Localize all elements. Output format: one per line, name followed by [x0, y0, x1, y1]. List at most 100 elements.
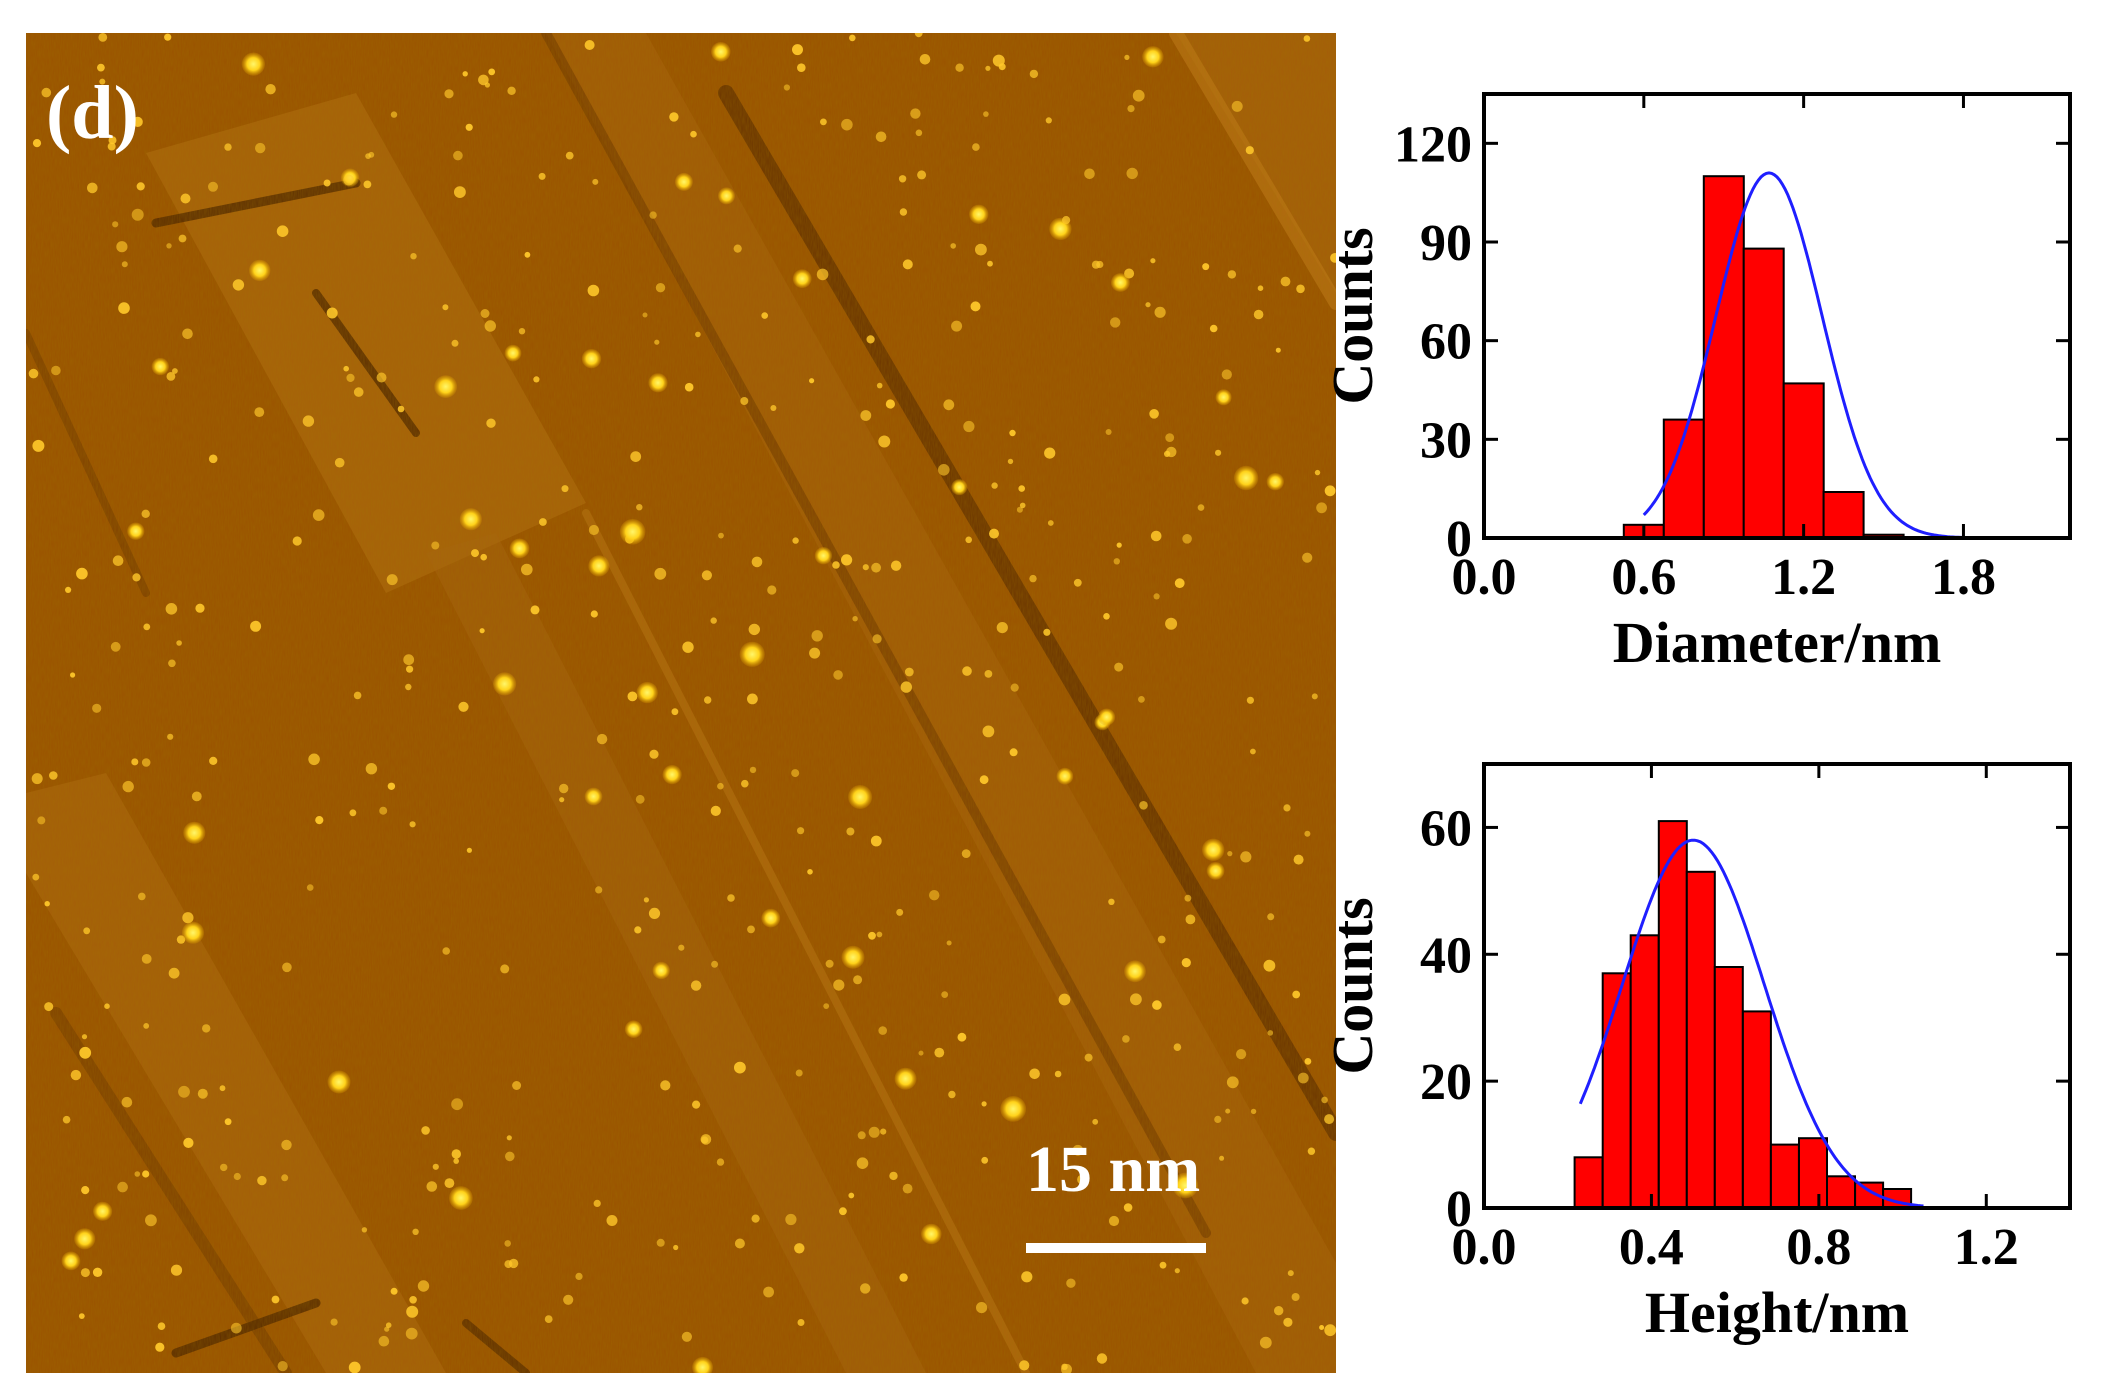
adsorbate-dot — [902, 259, 913, 270]
adsorbate-dot — [870, 835, 882, 847]
adsorbate-dot — [797, 827, 805, 835]
adsorbate-dot — [1245, 146, 1254, 155]
adsorbate-dot — [1173, 1043, 1182, 1051]
adsorbate-dot — [704, 696, 712, 704]
adsorbate-dot — [1029, 69, 1039, 79]
adsorbate-dot — [112, 221, 119, 228]
adsorbate-dot — [981, 1101, 987, 1107]
adsorbate-dot — [846, 827, 855, 836]
adsorbate-dot — [110, 641, 121, 652]
adsorbate-dot — [505, 1151, 515, 1162]
adsorbate-dot — [387, 782, 396, 790]
adsorbate-dot — [899, 208, 908, 216]
adsorbate-dot — [669, 112, 679, 122]
adsorbate-dot — [929, 890, 940, 901]
adsorbate-dot — [127, 522, 145, 540]
adsorbate-dot — [918, 1050, 924, 1056]
adsorbate-dot — [488, 68, 496, 76]
adsorbate-dot — [87, 182, 98, 194]
adsorbate-dot — [1283, 1317, 1293, 1327]
adsorbate-dot — [648, 907, 661, 920]
adsorbate-dot — [183, 1137, 194, 1148]
adsorbate-dot — [1233, 465, 1259, 491]
adsorbate-dot — [1240, 851, 1252, 863]
adsorbate-dot — [1150, 258, 1156, 264]
adsorbate-dot — [93, 1201, 113, 1221]
adsorbate-dot — [587, 284, 600, 297]
adsorbate-dot — [862, 564, 869, 571]
adsorbate-dot — [681, 1331, 693, 1342]
adsorbate-dot — [690, 130, 697, 138]
adsorbate-dot — [588, 555, 610, 577]
adsorbate-dot — [386, 574, 398, 586]
adsorbate-dot — [1044, 447, 1056, 459]
adsorbate-dot — [1084, 168, 1095, 180]
adsorbate-dot — [1009, 429, 1016, 437]
y-tick-label: 40 — [1420, 927, 1472, 984]
adsorbate-dot — [78, 1313, 85, 1319]
adsorbate-dot — [166, 243, 172, 249]
adsorbate-dot — [1274, 1306, 1284, 1316]
x-tick-label: 0.0 — [1452, 1219, 1517, 1276]
adsorbate-dot — [1127, 105, 1135, 113]
adsorbate-dot — [1073, 578, 1082, 587]
adsorbate-dot — [32, 139, 42, 148]
adsorbate-dot — [655, 283, 666, 293]
adsorbate-dot — [1105, 429, 1112, 435]
adsorbate-dot — [1291, 1293, 1300, 1301]
x-tick-label: 0.4 — [1619, 1219, 1684, 1276]
adsorbate-dot — [49, 771, 58, 780]
adsorbate-dot — [915, 129, 923, 137]
adsorbate-dot — [1000, 1096, 1027, 1122]
adsorbate-dot — [682, 641, 694, 653]
adsorbate-dot — [277, 1361, 288, 1372]
adsorbate-dot — [157, 1322, 166, 1330]
adsorbate-dot — [1267, 1030, 1274, 1036]
adsorbate-dot — [749, 766, 757, 774]
adsorbate-dot — [1009, 748, 1018, 757]
adsorbate-dot — [182, 328, 193, 340]
adsorbate-dot — [121, 261, 128, 268]
adsorbate-dot — [1061, 1363, 1072, 1373]
adsorbate-dot — [710, 617, 717, 624]
adsorbate-dot — [878, 435, 891, 448]
adsorbate-dot — [1172, 1172, 1199, 1199]
adsorbate-dot — [1045, 117, 1052, 124]
adsorbate-dot — [241, 52, 265, 76]
adsorbate-dot — [1181, 958, 1191, 968]
scale-bar — [1026, 1243, 1206, 1253]
adsorbate-dot — [1215, 449, 1222, 456]
adsorbate-dot — [1174, 578, 1185, 589]
adsorbate-dot — [1184, 894, 1192, 902]
adsorbate-dot — [565, 151, 574, 160]
adsorbate-dot — [405, 1327, 418, 1340]
adsorbate-dot — [814, 547, 833, 565]
adsorbate-dot — [636, 681, 658, 704]
adsorbate-dot — [852, 616, 858, 622]
adsorbate-dot — [1321, 1096, 1328, 1104]
adsorbate-dot — [792, 537, 799, 544]
adsorbate-dot — [265, 84, 276, 95]
adsorbate-dot — [984, 670, 993, 678]
histogram-bar — [1822, 491, 1865, 539]
adsorbate-dot — [504, 344, 522, 362]
adsorbate-dot — [141, 954, 152, 964]
adsorbate-dot — [81, 1186, 90, 1195]
panel-label: (d) — [46, 71, 139, 155]
adsorbate-dot — [465, 123, 473, 131]
adsorbate-dot — [308, 753, 320, 766]
adsorbate-dot — [981, 1156, 989, 1164]
stm-adsorbate-dots — [28, 33, 1336, 1373]
adsorbate-dot — [76, 567, 88, 580]
adsorbate-dot — [1145, 302, 1151, 308]
adsorbate-dot — [791, 769, 800, 778]
adsorbate-dot — [306, 884, 314, 891]
adsorbate-dot — [181, 921, 205, 944]
adsorbate-dot — [1077, 1174, 1087, 1185]
adsorbate-dot — [65, 586, 72, 594]
adsorbate-dot — [1096, 1353, 1108, 1364]
adsorbate-dot — [1116, 542, 1122, 548]
adsorbate-dot — [690, 980, 702, 991]
adsorbate-dot — [1159, 1261, 1167, 1269]
histogram-bar — [1573, 1156, 1604, 1209]
